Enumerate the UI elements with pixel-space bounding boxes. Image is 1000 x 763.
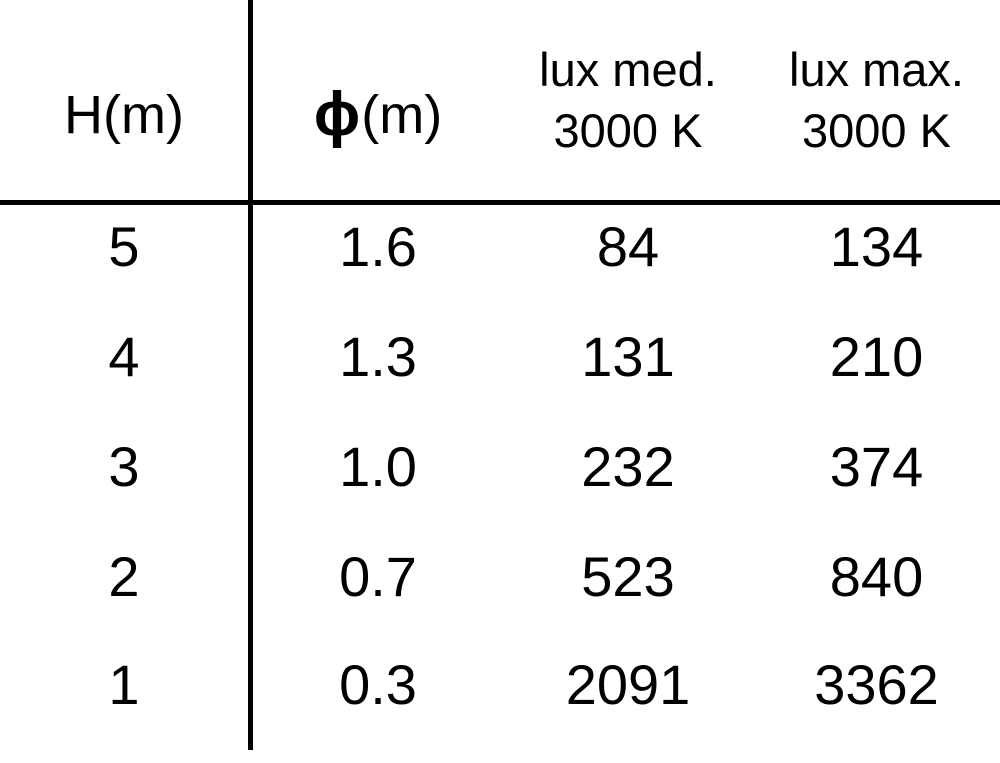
column-header-lux-med: lux med. 3000 K: [503, 46, 753, 154]
cell-height: 5: [108, 215, 140, 278]
cell-lux-max: 134: [829, 215, 924, 278]
cell-lux-med: 84: [596, 215, 660, 278]
table-body: 5 1.6 84 134 4 1.3 131 210 3 1.0 232 374…: [0, 205, 1000, 750]
cell-diameter: 1.3: [339, 325, 417, 388]
table-row: 4 1.3 131 210: [0, 327, 1000, 435]
cell-lux-med: 131: [581, 325, 675, 388]
cell-lux-med: 232: [581, 435, 675, 498]
table-row: 1 0.3 2091 3362: [0, 655, 1000, 763]
cell-lux-med: 2091: [565, 653, 691, 716]
header-separator-rule: [0, 200, 1000, 205]
cell-lux-max: 374: [829, 435, 924, 498]
table-header-row: H(m) ϕ(m) lux med. 3000 K lux max. 3000 …: [0, 0, 1000, 200]
cell-height: 2: [108, 545, 140, 608]
column-separator-rule: [248, 0, 253, 750]
cell-height: 4: [108, 325, 140, 388]
cell-diameter: 0.7: [339, 545, 417, 608]
column-header-lux-med-line2: 3000 K: [553, 104, 703, 157]
cell-diameter: 1.0: [339, 435, 417, 498]
table-row: 2 0.7 523 840: [0, 547, 1000, 655]
table-row: 3 1.0 232 374: [0, 437, 1000, 545]
cell-diameter: 0.3: [339, 653, 417, 716]
cell-lux-max: 210: [829, 325, 924, 388]
phi-symbol-icon: ϕ: [313, 80, 362, 149]
table-row: 5 1.6 84 134: [0, 217, 1000, 325]
cell-height: 1: [108, 653, 140, 716]
column-header-lux-max: lux max. 3000 K: [753, 46, 1000, 154]
cell-height: 3: [108, 435, 140, 498]
column-header-diameter-unit: (m): [361, 85, 443, 145]
cell-lux-max: 3362: [814, 653, 939, 716]
column-header-lux-med-line1: lux med.: [539, 43, 717, 96]
column-header-diameter: ϕ(m): [253, 84, 503, 146]
cell-diameter: 1.6: [339, 215, 417, 278]
cell-lux-med: 523: [581, 545, 675, 608]
cell-lux-max: 840: [829, 545, 924, 608]
column-header-height: H(m): [64, 85, 184, 145]
column-header-lux-max-line1: lux max.: [789, 43, 964, 96]
column-header-lux-max-line2: 3000 K: [802, 104, 951, 157]
